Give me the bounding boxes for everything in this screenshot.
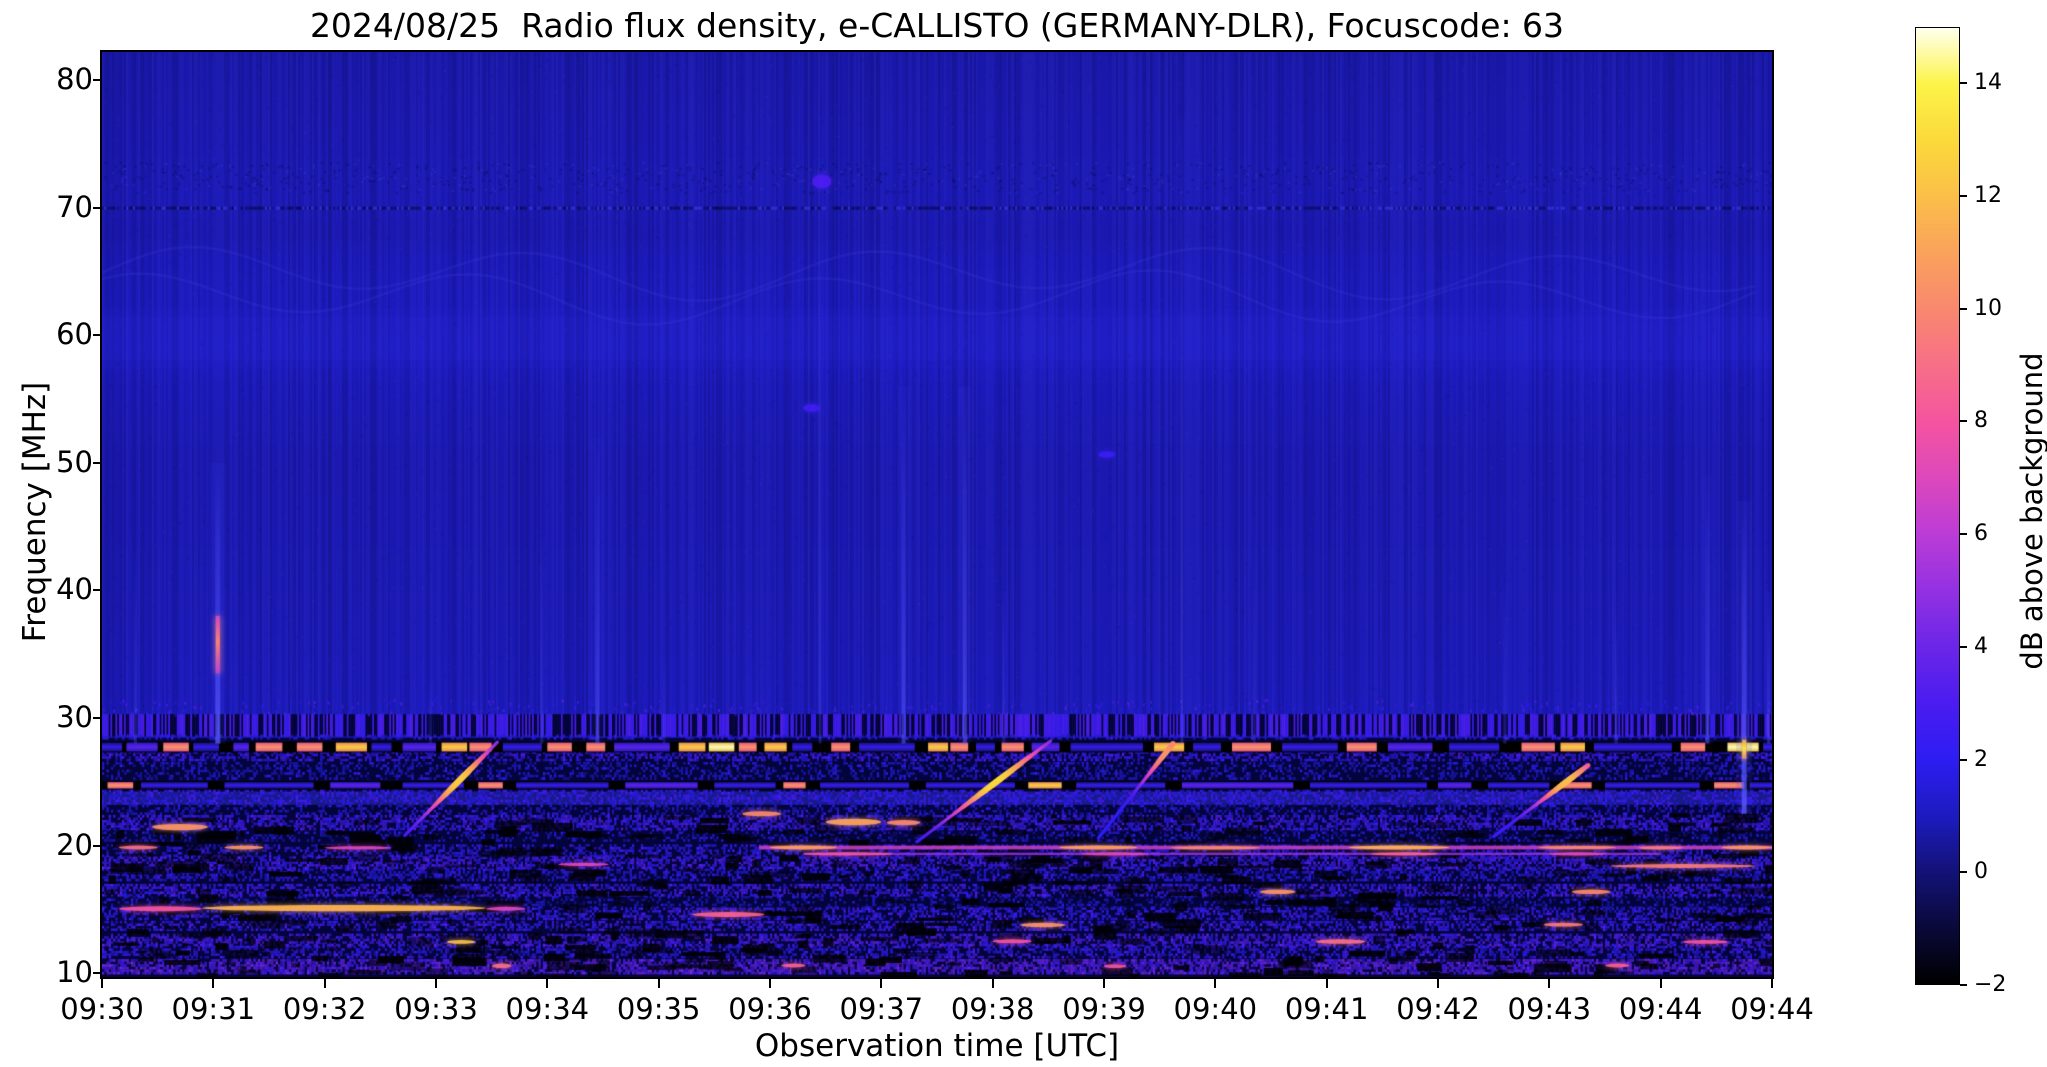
y-tick-mark [93,206,102,209]
colorbar-tick-mark [1960,420,1967,423]
x-axis-label: Observation time [UTC] [754,1028,1120,1064]
y-tick-label: 50 [56,444,93,479]
x-tick-mark [1548,979,1551,988]
x-tick-label: 09:41 [1284,992,1369,1026]
chart-title: 2024/08/25 Radio flux density, e-CALLIST… [309,6,1565,45]
x-tick-mark [323,979,326,988]
x-tick-label: 09:35 [616,992,701,1026]
x-tick-label: 09:34 [505,992,590,1026]
x-tick-label: 09:31 [171,992,256,1026]
colorbar-label: dB above background [2015,352,2047,670]
colorbar-tick-mark [1960,195,1967,198]
y-tick-label: 40 [56,572,93,607]
x-tick-mark [546,979,549,988]
x-tick-mark [212,979,215,988]
colorbar-tick-mark [1960,871,1967,874]
x-tick-label: 09:37 [839,992,924,1026]
x-tick-mark [1437,979,1439,988]
colorbar-tick-mark [1960,82,1967,85]
colorbar-tick-label: 8 [1974,408,1988,434]
colorbar [1915,27,1960,985]
x-tick-mark [769,979,771,988]
y-tick-label: 20 [56,827,93,862]
x-tick-mark [1214,979,1217,988]
x-tick-mark [880,979,883,988]
colorbar-tick-mark [1960,758,1967,761]
x-tick-mark [101,979,103,988]
x-tick-label: 09:44 [1730,992,1814,1026]
colorbar-tick-label: 10 [1974,295,2002,321]
x-tick-mark [435,979,437,988]
x-tick-label: 09:39 [1062,992,1146,1026]
x-tick-mark [1325,979,1328,988]
colorbar-tick-mark [1960,645,1967,648]
y-tick-label: 30 [56,700,93,734]
colorbar-tick-label: 0 [1974,859,1988,885]
x-tick-label: 09:42 [1396,992,1480,1026]
y-tick-mark [93,589,102,592]
x-tick-mark [1659,979,1662,988]
y-tick-mark [93,972,102,975]
x-tick-label: 09:44 [1618,992,1703,1026]
x-tick-label: 09:38 [950,992,1035,1026]
x-tick-label: 09:30 [60,992,144,1026]
x-tick-label: 09:36 [728,992,812,1026]
y-tick-mark [93,461,102,464]
colorbar-tick-mark [1960,307,1967,310]
colorbar-tick-label: 14 [1974,70,2002,96]
y-tick-mark [93,844,102,847]
colorbar-tick-label: 6 [1974,521,1988,547]
y-tick-mark [93,79,102,82]
x-tick-mark [991,979,994,988]
colorbar-tick-label: 4 [1974,633,1988,659]
colorbar-tick-mark [1960,984,1967,986]
x-tick-label: 09:32 [282,992,367,1026]
y-tick-label: 10 [56,955,93,990]
x-tick-label: 09:40 [1173,992,1258,1026]
y-axis-label: Frequency [MHz] [17,381,53,643]
y-tick-mark [93,334,102,337]
y-tick-label: 60 [56,317,93,352]
x-tick-mark [1103,979,1105,988]
colorbar-tick-label: 12 [1974,183,2002,209]
y-tick-label: 70 [56,189,93,224]
y-tick-label: 80 [56,62,93,97]
x-tick-mark [657,979,660,988]
x-tick-label: 09:33 [394,992,478,1026]
colorbar-tick-label: −2 [1974,972,2007,997]
y-tick-mark [93,717,102,719]
colorbar-tick-label: 2 [1974,746,1988,772]
spectrogram-canvas [102,52,1772,977]
x-tick-label: 09:43 [1507,992,1592,1026]
x-tick-mark [1771,979,1773,988]
colorbar-tick-mark [1960,533,1967,536]
